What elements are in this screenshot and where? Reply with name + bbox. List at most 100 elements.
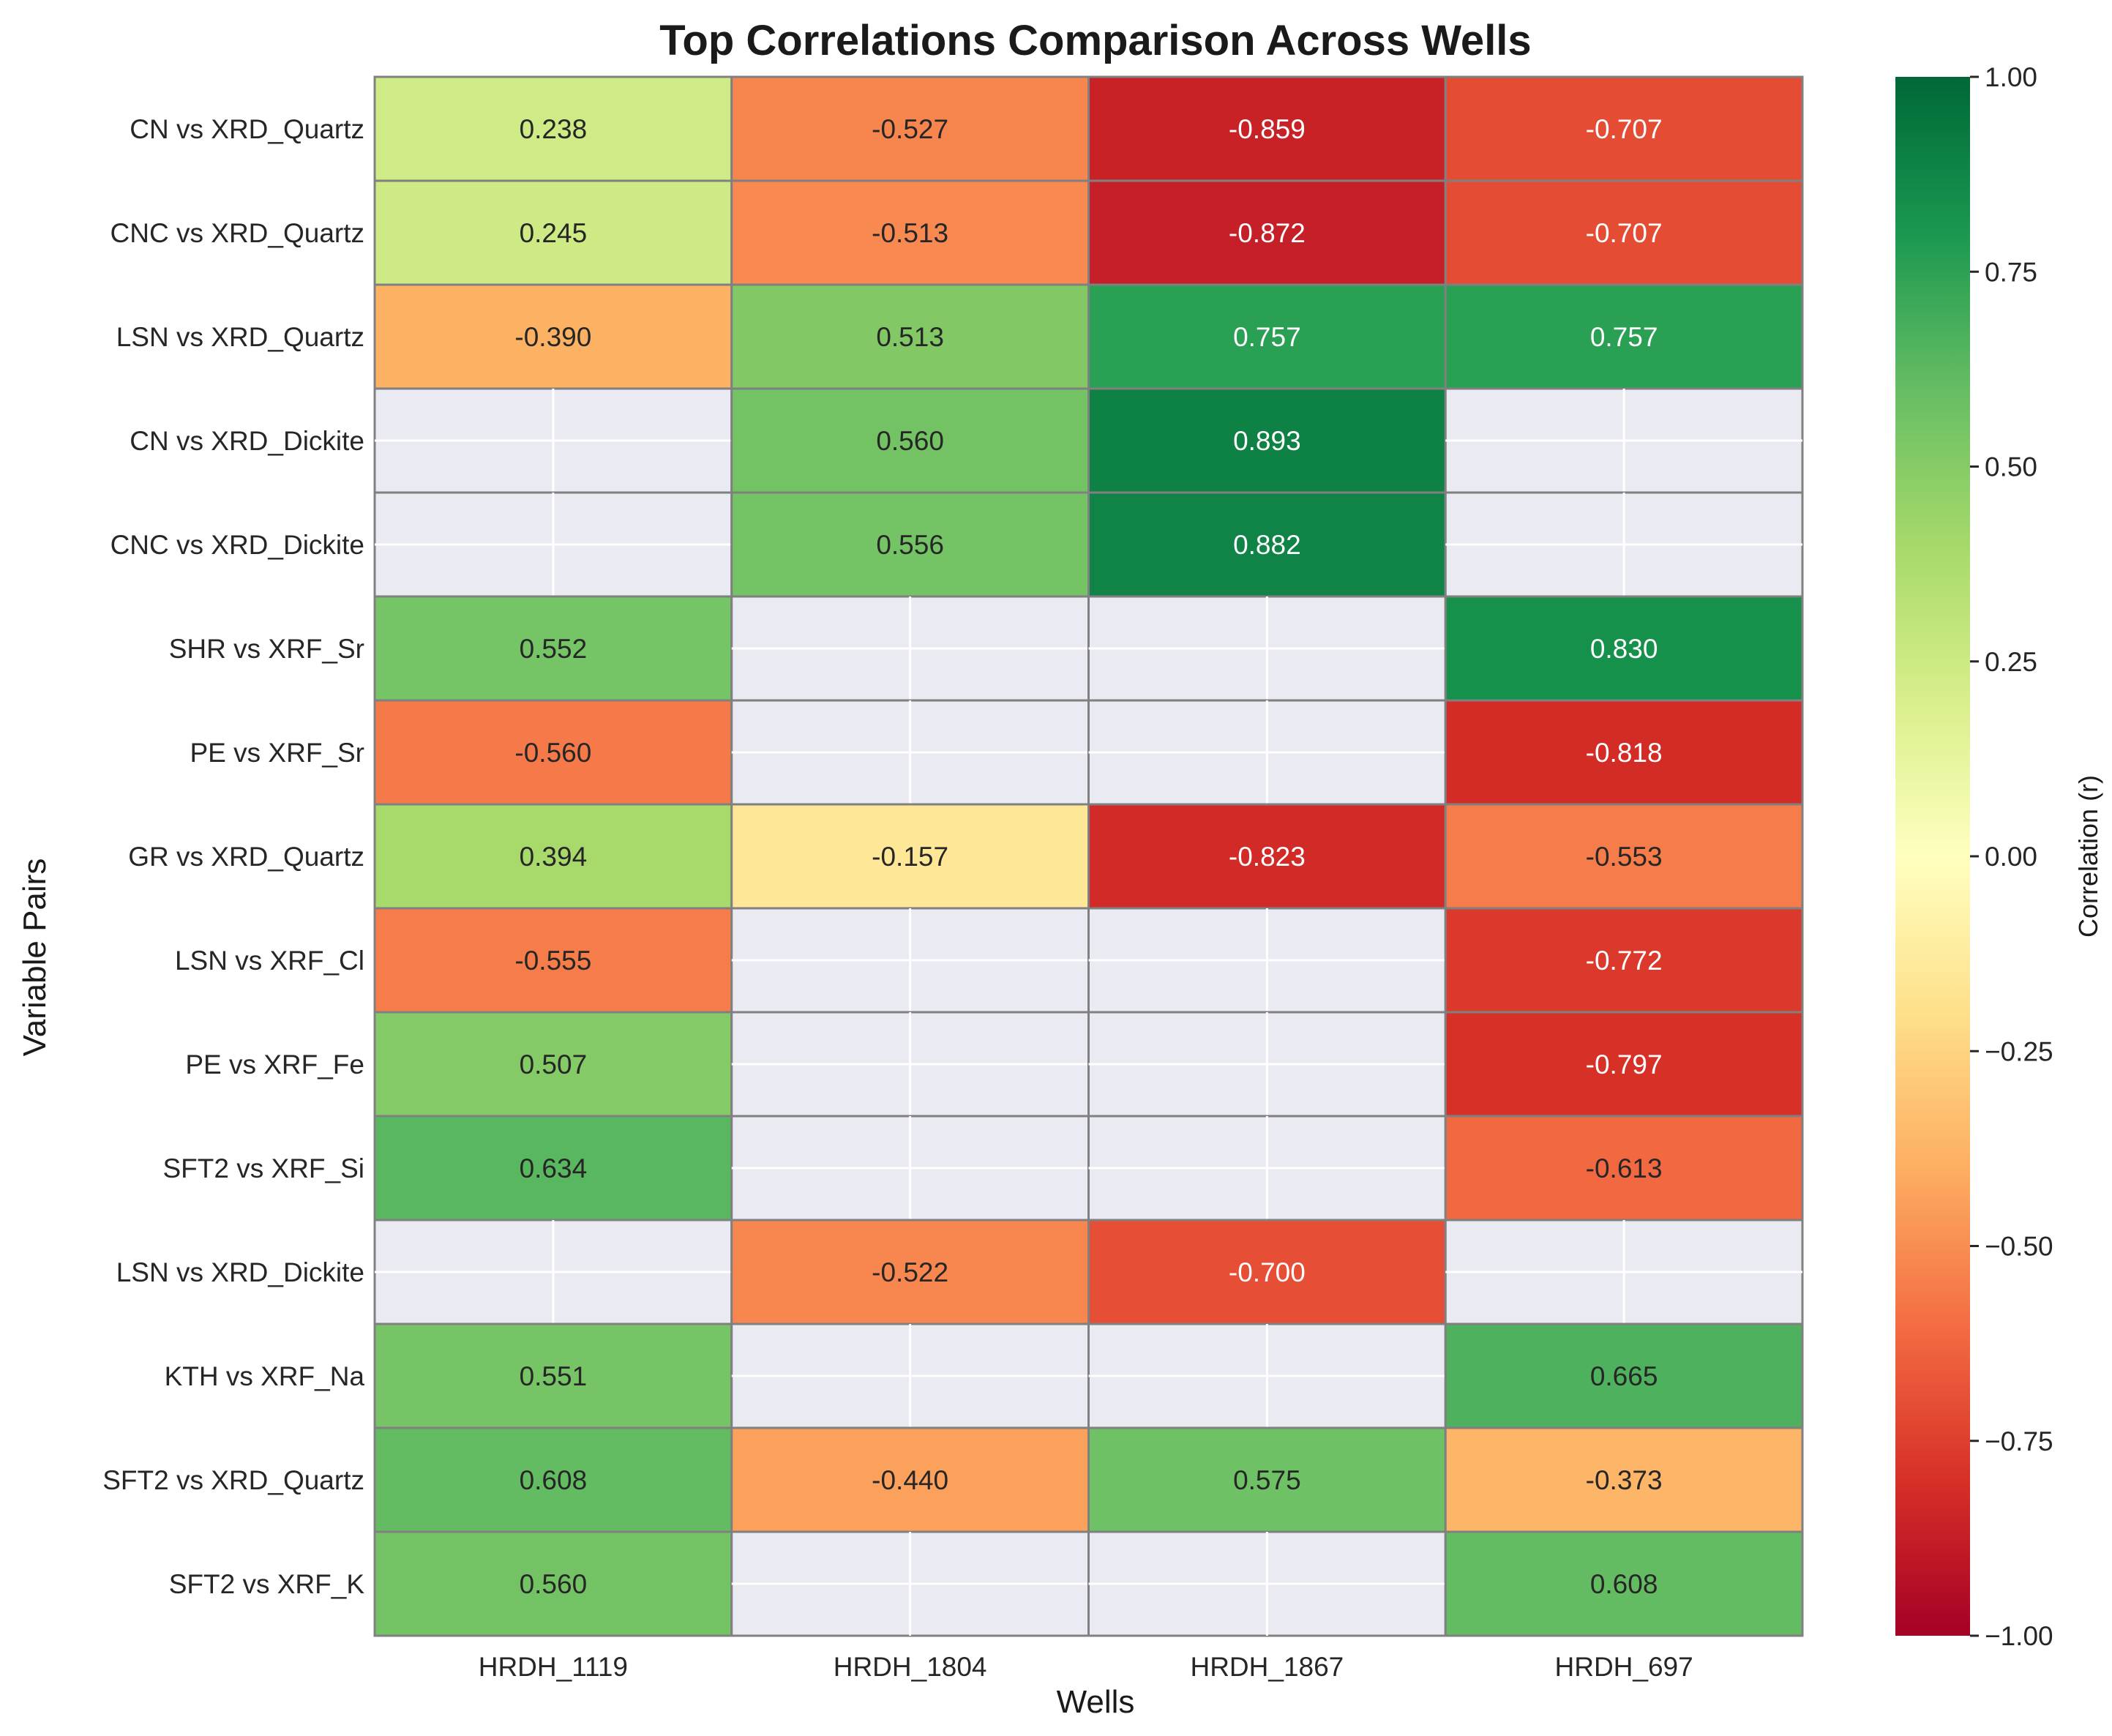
cell-value-label: -0.859	[1229, 114, 1306, 144]
cell-value-label: 0.893	[1233, 426, 1301, 456]
cell-value-label: 0.608	[520, 1465, 588, 1495]
heatmap-cell	[1444, 1426, 1804, 1533]
y-tick-label: SFT2 vs XRD_Quartz	[102, 1465, 364, 1495]
heatmap-cell	[1087, 1219, 1447, 1325]
cell-value-label: 0.608	[1590, 1569, 1658, 1599]
heatmap-cell	[1444, 1115, 1804, 1221]
x-tick-label: HRDH_1867	[1190, 1652, 1344, 1682]
heatmap-cell	[1444, 75, 1804, 182]
colorbar-tick-label: 0.25	[1985, 647, 2037, 677]
y-tick-label: LSN vs XRF_Cl	[175, 946, 364, 976]
heatmap-cell	[1087, 75, 1447, 182]
cell-value-label: -0.560	[514, 738, 591, 768]
cell-value-label: 0.507	[520, 1050, 588, 1080]
cell-value-label: 0.757	[1233, 322, 1301, 352]
cell-value-label: 0.552	[520, 634, 588, 664]
cell-value-label: -0.772	[1586, 946, 1663, 976]
heatmap-cell	[1087, 387, 1447, 494]
cell-value-label: 0.556	[876, 530, 944, 560]
y-tick-label: PE vs XRF_Sr	[190, 738, 365, 768]
heatmap-cell	[373, 1115, 733, 1221]
cell-value-label: 0.757	[1590, 322, 1658, 352]
heatmap-cell	[373, 907, 733, 1014]
cell-value-label: 0.882	[1233, 530, 1301, 560]
heatmap-cell	[730, 387, 1090, 494]
y-tick-label: CNC vs XRD_Quartz	[111, 218, 364, 248]
heatmap-cell	[1444, 1011, 1804, 1118]
y-tick-label: LSN vs XRD_Quartz	[116, 322, 364, 352]
cell-value-label: -0.157	[872, 842, 948, 872]
cell-value-label: 0.830	[1590, 634, 1658, 664]
cell-value-label: -0.613	[1586, 1153, 1663, 1183]
y-tick-label: CN vs XRD_Dickite	[130, 426, 364, 456]
y-tick-label: SFT2 vs XRF_K	[169, 1569, 365, 1599]
cell-value-label: -0.700	[1229, 1257, 1306, 1287]
colorbar-tick-label: 1.00	[1985, 62, 2037, 92]
y-tick-labels: CN vs XRD_Quartz CNC vs XRD_Quartz LSN vs …	[102, 114, 364, 1599]
heatmap-cell	[373, 595, 733, 702]
x-tick-label: HRDH_1804	[834, 1652, 987, 1682]
cell-value-label: -0.707	[1586, 114, 1663, 144]
cell-value-label: -0.818	[1586, 738, 1663, 768]
heatmap-cell	[373, 75, 733, 182]
heatmap-cell	[1444, 699, 1804, 806]
heatmap-cell	[730, 491, 1090, 598]
x-tick-label: HRDH_1119	[479, 1652, 628, 1682]
colorbar-tick-label: −0.25	[1985, 1036, 2053, 1066]
y-tick-label: GR vs XRD_Quartz	[128, 842, 364, 872]
cell-value-label: -0.440	[872, 1465, 948, 1495]
y-axis-label: Variable Pairs	[17, 858, 53, 1057]
heatmap-cell	[730, 75, 1090, 182]
chart-title: Top Correlations Comparison Across Wells	[659, 17, 1531, 64]
y-tick-label: CN vs XRD_Quartz	[130, 114, 364, 144]
cell-value-label: 0.560	[876, 426, 944, 456]
x-tick-label: HRDH_697	[1555, 1652, 1693, 1682]
heatmap-cell	[1444, 803, 1804, 910]
x-tick-labels: HRDH_1119 HRDH_1804 HRDH_1867 HRDH_697	[479, 1652, 1693, 1682]
heatmap-cell	[1444, 283, 1804, 390]
colorbar-label: Correlation (r)	[2073, 775, 2103, 938]
cell-value-label: -0.823	[1229, 842, 1306, 872]
colorbar-tick-label: 0.50	[1985, 452, 2037, 482]
heatmap-cell	[1444, 1322, 1804, 1429]
cell-value-label: 0.665	[1590, 1361, 1658, 1391]
heatmap-cell	[730, 283, 1090, 390]
cell-value-label: -0.797	[1586, 1050, 1663, 1080]
heatmap-cell	[373, 1322, 733, 1429]
heatmap-cell	[373, 1426, 733, 1533]
y-tick-label: SHR vs XRF_Sr	[169, 634, 364, 664]
x-axis-label: Wells	[1057, 1684, 1135, 1720]
cell-value-label: 0.575	[1233, 1465, 1301, 1495]
heatmap-cell	[373, 1530, 733, 1637]
cell-value-label: 0.551	[520, 1361, 588, 1391]
colorbar	[1895, 77, 1970, 1636]
cell-value-label: 0.560	[520, 1569, 588, 1599]
y-tick-label: SFT2 vs XRF_Si	[163, 1153, 365, 1183]
cell-value-label: -0.707	[1586, 218, 1663, 248]
colorbar-ticks: 1.00 0.75 0.50 0.25 0.00 −0.25 −0.50 −0.75 −1.00	[1970, 62, 2053, 1651]
heatmap-cell	[1444, 907, 1804, 1014]
cell-value-label: 0.394	[520, 842, 588, 872]
cell-value-label: 0.238	[520, 114, 588, 144]
y-tick-label: KTH vs XRF_Na	[165, 1361, 365, 1391]
y-tick-label: LSN vs XRD_Dickite	[116, 1257, 364, 1287]
cell-value-label: 0.634	[520, 1153, 588, 1183]
cell-value-label: -0.527	[872, 114, 948, 144]
cell-value-label: -0.373	[1586, 1465, 1663, 1495]
cell-value-label: -0.553	[1586, 842, 1663, 872]
cell-value-label: 0.245	[520, 218, 588, 248]
cell-value-label: -0.555	[514, 946, 591, 976]
heatmap-cell	[1444, 179, 1804, 286]
y-tick-label: CNC vs XRD_Dickite	[111, 530, 364, 560]
y-tick-label: PE vs XRF_Fe	[185, 1050, 364, 1080]
heatmap-cell	[730, 179, 1090, 286]
cell-value-label: -0.522	[872, 1257, 948, 1287]
heatmap-cell	[1444, 595, 1804, 702]
heatmap-cells: 0.238 -0.527 -0.859 -0.707 0.245 -0.513 -0.872…	[373, 75, 1804, 1637]
colorbar-tick-label: 0.75	[1985, 257, 2037, 287]
colorbar-tick-label: −0.75	[1985, 1426, 2053, 1456]
cell-value-label: -0.513	[872, 218, 948, 248]
colorbar-tick-label: −0.50	[1985, 1232, 2053, 1262]
